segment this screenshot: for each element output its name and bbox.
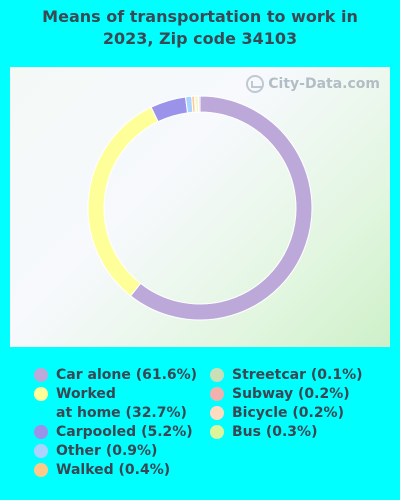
legend-label: Worked at home (32.7%)	[56, 386, 187, 421]
slice-worked-at-home	[87, 106, 159, 297]
chart-title-line-1: Means of transportation to work in	[42, 7, 358, 26]
chart-panel: City-Data.com	[10, 67, 390, 347]
legend-item-other: Other (0.9%)	[34, 442, 209, 461]
slice-subway	[198, 95, 201, 113]
legend-swatch	[34, 387, 48, 401]
legend-label: Subway (0.2%)	[232, 386, 350, 402]
legend-label: Other (0.9%)	[56, 443, 158, 459]
legend-swatch	[210, 406, 224, 420]
legend-item-bicycle: Bicycle (0.2%)	[210, 404, 385, 423]
watermark-text: City-Data.com	[268, 76, 380, 92]
legend-item-walked: Walked (0.4%)	[34, 461, 209, 480]
legend-swatch	[210, 368, 224, 382]
legend-label: Bicycle (0.2%)	[232, 405, 344, 421]
legend-item-bus: Bus (0.3%)	[210, 423, 385, 442]
legend-label: Car alone (61.6%)	[56, 367, 198, 383]
legend-column-1: Car alone (61.6%) Worked at home (32.7%) C…	[34, 366, 209, 480]
legend-swatch	[210, 425, 224, 439]
legend-item-carpooled: Carpooled (5.2%)	[34, 423, 209, 442]
legend-item-car-alone: Car alone (61.6%)	[34, 366, 209, 385]
legend-swatch	[34, 444, 48, 458]
legend-label: Walked (0.4%)	[56, 462, 171, 478]
watermark: City-Data.com	[246, 75, 380, 93]
legend-item-streetcar: Streetcar (0.1%)	[210, 366, 385, 385]
legend-label: Streetcar (0.1%)	[232, 367, 363, 383]
legend-swatch	[34, 463, 48, 477]
legend-swatch	[34, 368, 48, 382]
legend-item-worked-at-home: Worked at home (32.7%)	[34, 385, 209, 423]
chart-title: Means of transportation to work in 2023,…	[0, 6, 400, 50]
chart-title-line-2: 2023, Zip code 34103	[102, 29, 298, 48]
city-data-logo-icon	[246, 75, 265, 93]
slice-car-alone	[129, 95, 313, 321]
legend-swatch	[210, 387, 224, 401]
legend-item-subway: Subway (0.2%)	[210, 385, 385, 404]
legend-column-2: Streetcar (0.1%) Subway (0.2%) Bicycle (0.…	[210, 366, 385, 442]
legend-label: Carpooled (5.2%)	[56, 424, 193, 440]
donut-chart	[87, 95, 313, 321]
legend-swatch	[34, 425, 48, 439]
slice-carpooled	[150, 96, 189, 123]
legend-label: Bus (0.3%)	[232, 424, 318, 440]
